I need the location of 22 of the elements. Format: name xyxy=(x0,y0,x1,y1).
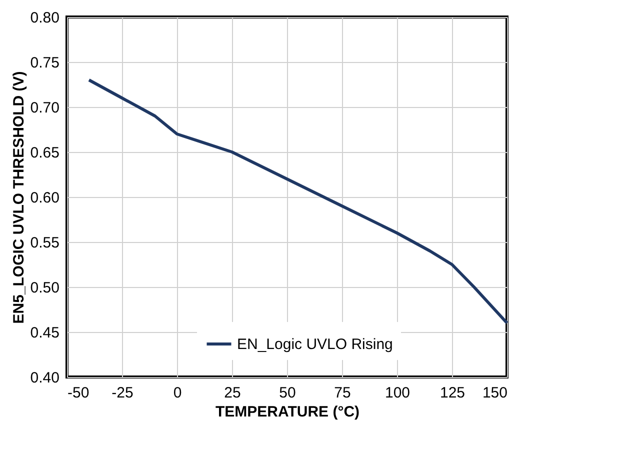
x-tick-label: 100 xyxy=(384,384,410,402)
y-tick-label: 0.80 xyxy=(30,10,60,26)
x-tick-label: -25 xyxy=(112,384,134,402)
x-axis-title: TEMPERATURE (°C) xyxy=(215,404,360,420)
y-tick-label: 0.70 xyxy=(30,100,60,116)
y-tick-label: 0.55 xyxy=(30,234,60,252)
x-tick-label: 75 xyxy=(334,384,351,402)
y-tick-label: 0.60 xyxy=(30,190,60,206)
y-tick-label: 0.40 xyxy=(30,370,60,386)
y-tick-label: 0.45 xyxy=(30,324,60,342)
y-tick-label: 0.65 xyxy=(30,144,60,162)
y-tick-label: 0.75 xyxy=(30,54,60,72)
x-tick-label: 0 xyxy=(173,384,182,402)
y-axis-title: EN5_LOGIC UVLO THRESHOLD (V) xyxy=(10,71,28,324)
y-tick-label: 0.50 xyxy=(30,280,60,296)
x-tick-label: 150 xyxy=(482,384,508,402)
x-tick-label: 50 xyxy=(279,384,296,402)
x-tick-label: 125 xyxy=(440,384,466,402)
line-series xyxy=(88,78,508,324)
legend-label: EN_Logic UVLO Rising xyxy=(237,336,393,353)
x-tick-label: 25 xyxy=(224,384,241,402)
x-tick-label: -50 xyxy=(68,384,90,402)
